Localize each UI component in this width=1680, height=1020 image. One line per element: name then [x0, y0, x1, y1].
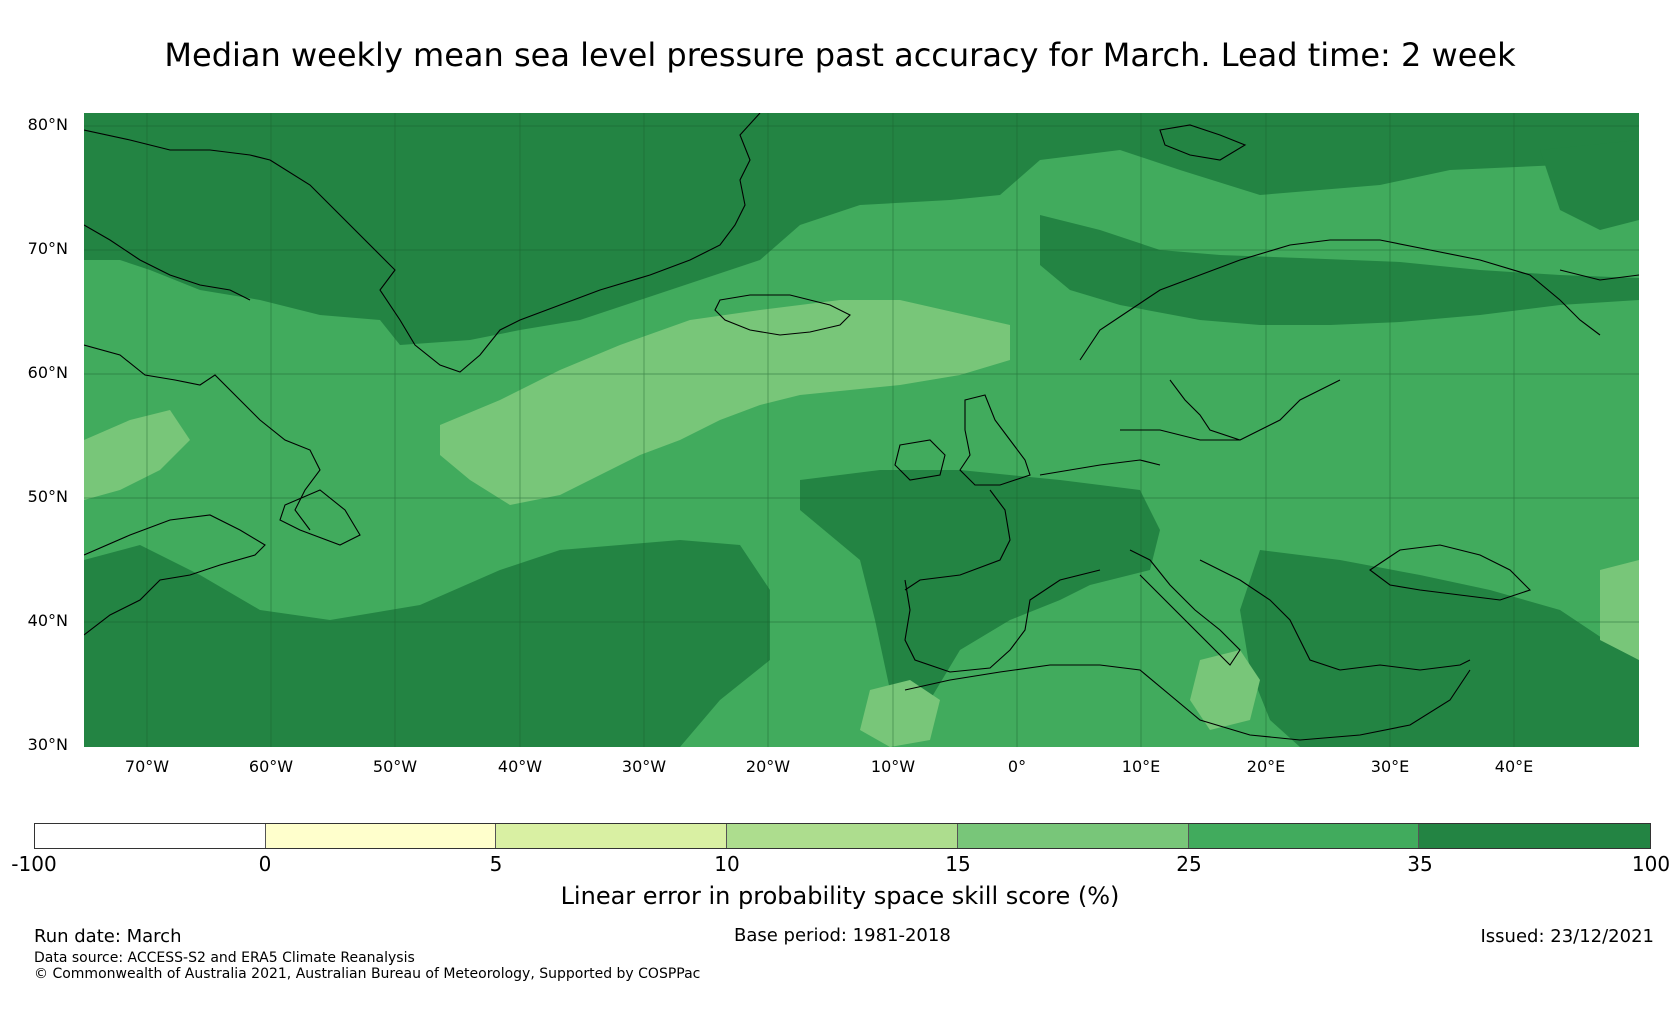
lon-label-20w: 20°W	[745, 757, 791, 776]
canada-arctic-coast	[84, 129, 271, 161]
lon-label-40e: 40°E	[1494, 757, 1534, 776]
colorbar-tick: 15	[945, 852, 971, 876]
newfoundland-coast	[279, 489, 361, 546]
skill-zone-mid	[84, 300, 1639, 747]
iberia-coast	[904, 569, 1101, 673]
data-source: Data source: ACCESS-S2 and ERA5 Climate …	[34, 950, 415, 966]
lon-label-30w: 30°W	[621, 757, 667, 776]
base-period: Base period: 1981-2018	[734, 925, 951, 946]
bay-of-biscay-coast	[904, 489, 1011, 591]
britain-coast	[959, 394, 1031, 486]
lon-label-0: 0°	[1007, 757, 1027, 776]
chart-title: Median weekly mean sea level pressure pa…	[164, 36, 1516, 74]
colorbar-segment-neg100-0	[35, 824, 266, 848]
nova-scotia-coast	[84, 514, 266, 636]
lat-label-60n: 60°N	[27, 363, 68, 382]
norway-coast	[1079, 239, 1601, 361]
lon-label-20e: 20°E	[1246, 757, 1286, 776]
colorbar-tick: 10	[714, 852, 740, 876]
lon-label-10e: 10°E	[1121, 757, 1161, 776]
colorbar-tick: 35	[1407, 852, 1433, 876]
north-africa-coast	[904, 664, 1471, 741]
colorbar-segment-25-35	[1188, 824, 1420, 848]
baltic-coast	[1120, 429, 1240, 441]
colorbar-segment-10-15	[727, 824, 958, 848]
colorbar-label: Linear error in probability space skill …	[560, 882, 1120, 910]
black-sea-coast	[1369, 544, 1532, 601]
lon-label-10w: 10°W	[870, 757, 916, 776]
colorbar-segment-5-10	[496, 824, 728, 848]
colorbar-segment-15-25	[957, 824, 1189, 848]
colorbar-tick: 0	[258, 852, 272, 876]
turkey-coast	[1339, 659, 1471, 671]
graticule	[84, 113, 1639, 747]
colorbar-tick: -100	[11, 852, 57, 876]
run-date: Run date: March	[34, 926, 182, 947]
lat-label-80n: 80°N	[27, 115, 68, 134]
ireland-coast	[894, 439, 946, 481]
baffin-coast	[84, 224, 251, 301]
lon-label-40w: 40°W	[497, 757, 543, 776]
arctic-russia-coast	[1559, 269, 1639, 281]
balkans-coast	[1199, 559, 1341, 671]
copyright: © Commonwealth of Australia 2021, Austra…	[34, 966, 701, 982]
lat-label-70n: 70°N	[27, 239, 68, 258]
greenland-coast	[269, 113, 761, 373]
svalbard-coast	[1159, 124, 1247, 161]
lon-label-50w: 50°W	[372, 757, 418, 776]
colorbar-tick: 5	[489, 852, 503, 876]
colorbar-tick: 25	[1176, 852, 1202, 876]
italy-coast	[1129, 549, 1241, 666]
coastlines	[84, 113, 1639, 741]
lat-label-30n: 30°N	[27, 735, 68, 754]
lon-label-60w: 60°W	[248, 757, 294, 776]
lat-label-40n: 40°N	[27, 611, 68, 630]
colorbar-tick: 100	[1631, 852, 1671, 876]
colorbar-segment-35-100	[1419, 824, 1651, 848]
colorbar-segment-0-5	[265, 824, 497, 848]
issued-date: Issued: 23/12/2021	[1480, 926, 1654, 947]
iceland-coast	[714, 294, 851, 336]
lat-label-50n: 50°N	[27, 487, 68, 506]
france-coast	[1039, 459, 1161, 476]
colorbar	[34, 823, 1651, 849]
lon-label-70w: 70°W	[124, 757, 170, 776]
lon-label-30e: 30°E	[1370, 757, 1410, 776]
skill-zone-very-high	[84, 113, 1639, 747]
labrador-coast	[84, 344, 321, 531]
